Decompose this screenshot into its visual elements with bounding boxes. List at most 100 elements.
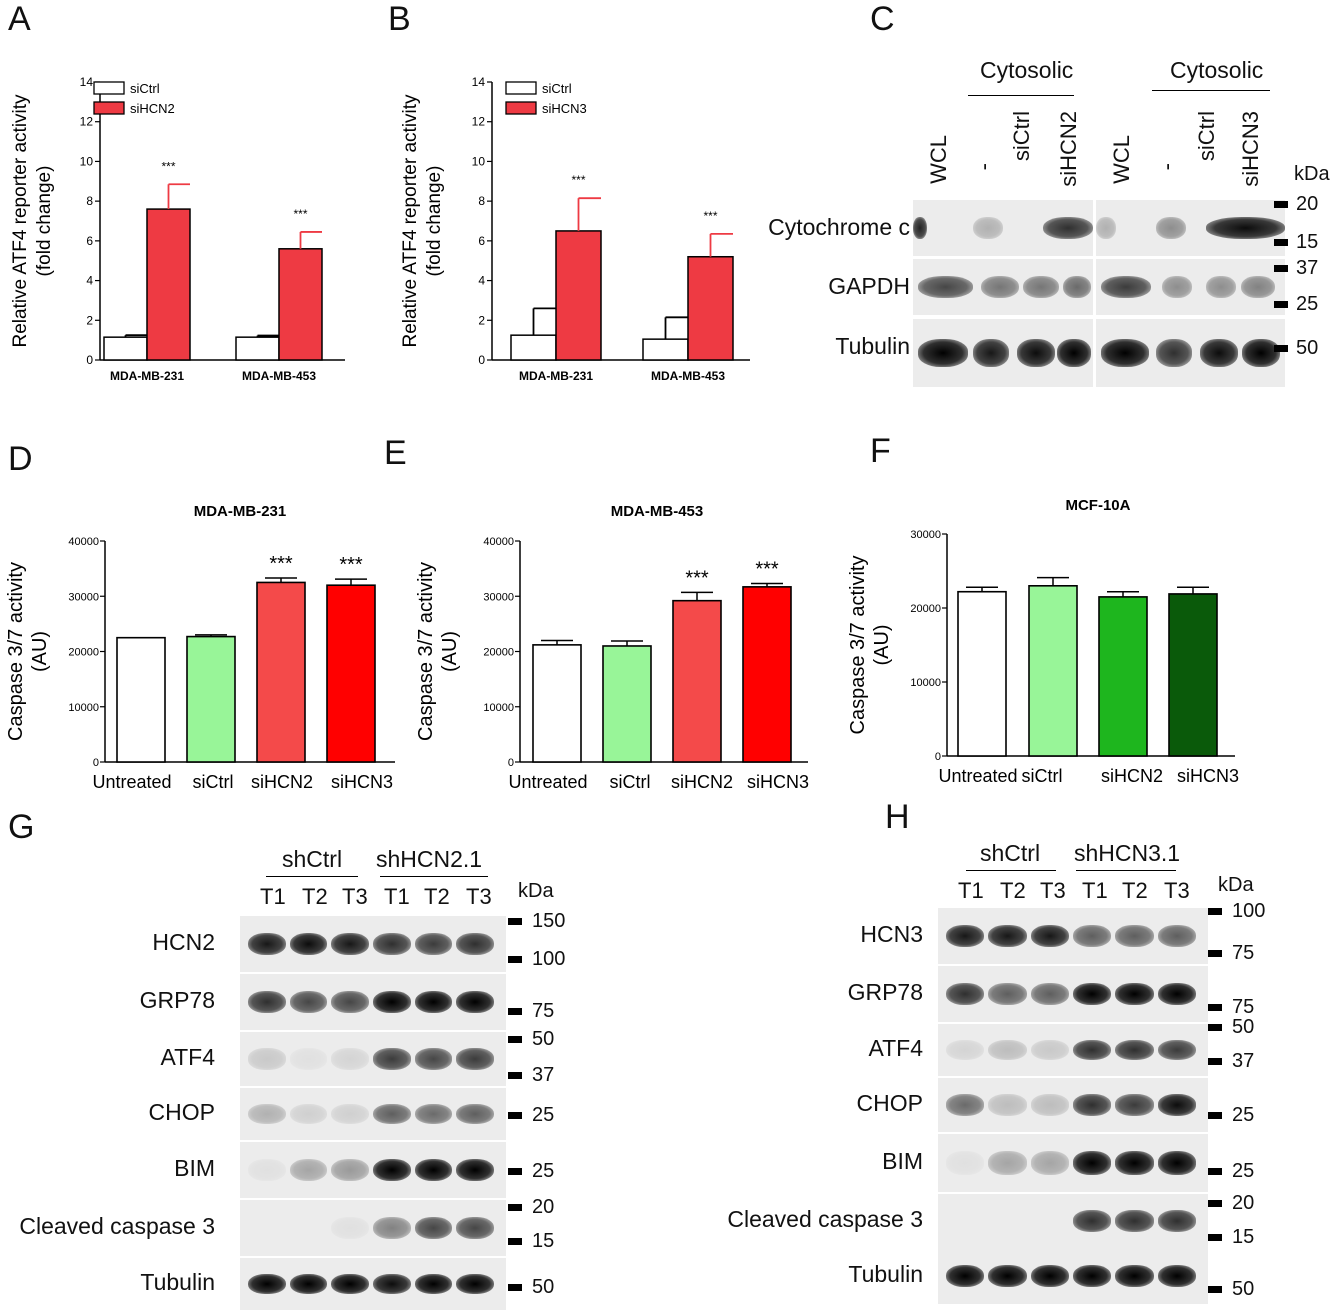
y-tick-label: 6: [478, 234, 485, 248]
band: [1043, 216, 1093, 240]
y-tick-label: 12: [472, 115, 486, 129]
chart-title: MDA-MB-453: [611, 503, 704, 520]
marker-tick: [508, 1284, 522, 1291]
y-tick-label: 0: [86, 353, 93, 367]
blot-g: shCtrl shHCN2.1 T1 T2 T3 T1 T2 T3 kDa HCN2 150 100 G…: [0, 840, 600, 1313]
y-tick-label: 30000: [910, 529, 941, 541]
blot-row-label: BIM: [882, 1148, 923, 1174]
significance-label: ***: [703, 209, 717, 223]
lane-label: siHCN3: [1238, 111, 1263, 187]
bar: [532, 644, 582, 763]
legend-label: siHCN2: [130, 101, 175, 116]
significance-label: ***: [293, 207, 307, 221]
y-tick-label: 2: [478, 313, 485, 327]
chart-e: MDA-MB-453 0 10000 20000 30000 40000 Caspase 3…: [415, 503, 809, 792]
band: [946, 982, 985, 1006]
group-label-ctrl: shCtrl: [282, 846, 343, 872]
legend-label: siCtrl: [130, 81, 160, 96]
blot-strip: [913, 319, 1093, 387]
y-axis-label: Relative ATF4 reporter activity (fold cha…: [400, 94, 445, 348]
marker-tick: [508, 956, 522, 963]
band: [1115, 1210, 1154, 1232]
band: [918, 339, 968, 367]
y-tick-label: 8: [478, 194, 485, 208]
band: [1206, 216, 1285, 240]
band: [1115, 1039, 1154, 1061]
band: [331, 990, 369, 1014]
group-underline: [266, 876, 358, 877]
bar: [957, 590, 1007, 757]
y-axis-label: Caspase 3/7 activity (AU): [415, 562, 461, 741]
legend-swatch: [505, 101, 537, 115]
y-tick-label: 30000: [68, 591, 99, 603]
lane-label: siCtrl: [1009, 111, 1034, 162]
marker-tick: [508, 1008, 522, 1015]
blot-row-label: ATF4: [868, 1035, 923, 1061]
marker-label: 15: [1232, 1226, 1255, 1248]
blot-strip: [938, 1024, 1208, 1076]
marker-label: 20: [532, 1196, 555, 1218]
bar: [742, 586, 792, 763]
band: [913, 216, 927, 240]
blot-strip: [938, 1194, 1208, 1248]
blot-row-label: Cytochrome c: [768, 214, 910, 240]
legend-swatch: [93, 101, 125, 115]
y-tick-label: 0: [93, 757, 99, 769]
bar: [672, 599, 722, 763]
band: [456, 1273, 494, 1295]
band: [1073, 1094, 1112, 1116]
x-tick-label: siHCN3: [331, 772, 393, 792]
bar: [116, 636, 166, 763]
blot-row-label: GAPDH: [828, 273, 910, 299]
band: [1023, 275, 1059, 299]
group-label-sh: shHCN2.1: [376, 846, 483, 872]
band: [414, 990, 453, 1014]
band: [1073, 924, 1112, 948]
band: [1057, 339, 1091, 367]
x-tick-label: siHCN3: [1177, 766, 1239, 786]
significance-label: ***: [161, 159, 175, 173]
band: [373, 1048, 411, 1070]
group-underline: [380, 876, 488, 877]
marker-tick: [1274, 301, 1288, 308]
y-tick-label: 4: [86, 274, 93, 288]
marker-tick: [1208, 1286, 1222, 1293]
band: [1157, 1210, 1196, 1232]
y-axis-label: Caspase 3/7 activity (AU): [5, 562, 51, 741]
band: [981, 275, 1019, 299]
band: [1101, 339, 1149, 367]
band: [1115, 982, 1154, 1006]
y-axis-label-line: Relative ATF4 reporter activity: [400, 94, 421, 348]
bar: [642, 338, 689, 361]
band: [1073, 1039, 1112, 1061]
blot-row-label: Tubulin: [848, 1261, 923, 1287]
chart-b: 0 2 4 6 8 10 12 14 Relative ATF4 reporter activi…: [400, 75, 750, 383]
band: [1030, 1039, 1069, 1061]
legend-swatch: [505, 81, 537, 95]
marker-tick: [508, 1168, 522, 1175]
band: [988, 924, 1027, 948]
band: [414, 1216, 453, 1240]
band: [1241, 275, 1275, 299]
marker-tick: [1208, 1058, 1222, 1065]
band: [1063, 275, 1091, 299]
band: [1156, 216, 1186, 240]
panel-letter-a: A: [8, 0, 31, 38]
group-underline: [968, 95, 1074, 96]
group-label-ctrl: shCtrl: [980, 840, 1041, 866]
chart-title: MDA-MB-231: [194, 503, 287, 520]
marker-label: 20: [1232, 1192, 1255, 1214]
marker-label: 15: [532, 1230, 555, 1252]
lane-label: T2: [424, 884, 450, 909]
marker-tick: [1208, 908, 1222, 915]
band: [456, 1048, 494, 1070]
band: [1115, 924, 1154, 948]
y-axis-label: Relative ATF4 reporter activity (fold cha…: [10, 94, 55, 348]
band: [248, 932, 286, 956]
lane-label: -: [1154, 163, 1179, 171]
significance-label: ***: [339, 554, 363, 576]
band: [1157, 1151, 1196, 1175]
band: [1162, 275, 1192, 299]
band: [456, 932, 494, 956]
significance-label: ***: [755, 559, 779, 581]
